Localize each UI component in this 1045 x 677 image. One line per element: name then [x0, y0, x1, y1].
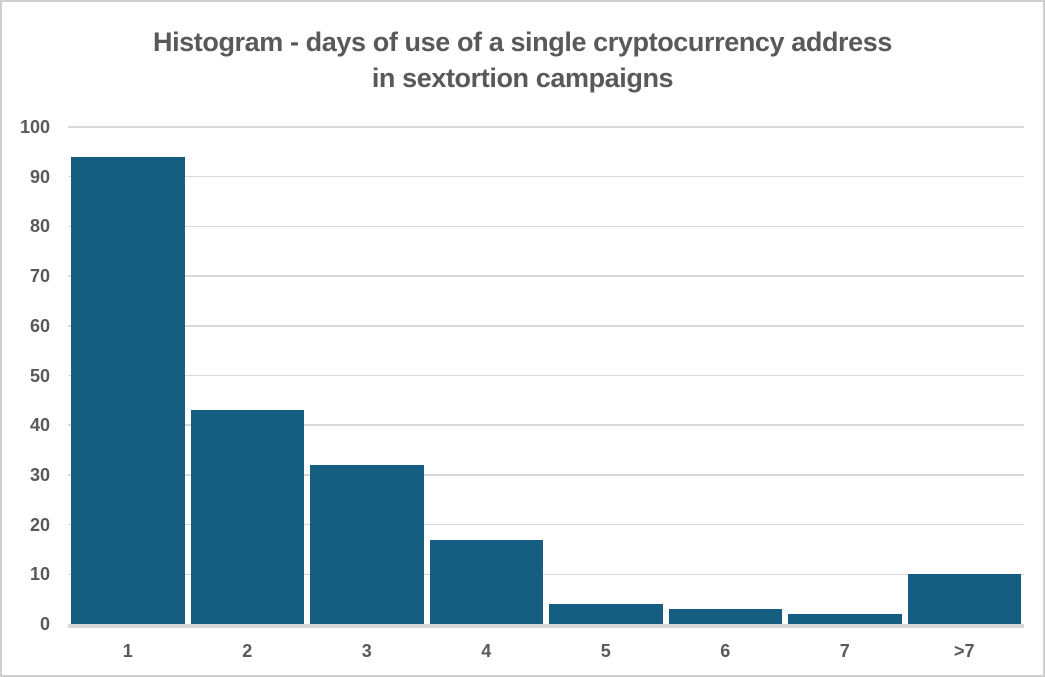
y-tick-label-70: 70 [29, 266, 50, 287]
gridline-90 [68, 175, 1024, 178]
x-tick-label-2: 2 [242, 641, 253, 661]
chart-title-line-2: in sextortion campaigns [371, 63, 674, 93]
x-tick-label-4: 4 [481, 641, 492, 661]
x-axis-line [68, 624, 1024, 628]
bar->7 [907, 574, 1021, 624]
bar-6 [668, 609, 782, 624]
chart-title: Histogram - days of use of a single cryp… [2, 24, 1043, 96]
bar-3 [310, 464, 424, 624]
gridline-40 [68, 424, 1024, 426]
gridline-80 [68, 225, 1024, 228]
y-tick-label-40: 40 [29, 415, 50, 436]
x-tick-label-6: 6 [720, 641, 731, 661]
x-tick-label-7: 7 [839, 641, 850, 661]
y-tick-label-80: 80 [29, 216, 50, 237]
y-tick-label-60: 60 [29, 315, 50, 336]
bar-4 [429, 539, 543, 624]
y-tick-label-50: 50 [29, 365, 50, 386]
y-tick-label-0: 0 [39, 614, 50, 634]
gridline-30 [68, 474, 1024, 476]
gridline-60 [68, 325, 1024, 327]
bar-5 [549, 604, 663, 624]
chart-title-line-1: Histogram - days of use of a single cryp… [152, 27, 893, 57]
bar-2 [190, 410, 304, 624]
bar-1 [71, 156, 185, 624]
gridline-50 [68, 374, 1024, 377]
x-tick-label->7: >7 [953, 641, 975, 661]
gridline-20 [68, 523, 1024, 526]
gridline-100 [68, 126, 1024, 128]
plot-area [68, 126, 1024, 628]
gridline-70 [68, 275, 1024, 277]
x-tick-label-1: 1 [122, 641, 133, 661]
y-tick-label-10: 10 [29, 564, 50, 585]
y-tick-label-90: 90 [29, 166, 50, 187]
x-tick-label-3: 3 [361, 641, 372, 661]
y-tick-label-100: 100 [19, 117, 50, 137]
y-tick-label-20: 20 [29, 514, 50, 535]
y-tick-label-30: 30 [29, 464, 50, 485]
x-tick-label-5: 5 [600, 641, 611, 661]
gridline-10 [68, 573, 1024, 576]
bar-7 [788, 614, 902, 624]
